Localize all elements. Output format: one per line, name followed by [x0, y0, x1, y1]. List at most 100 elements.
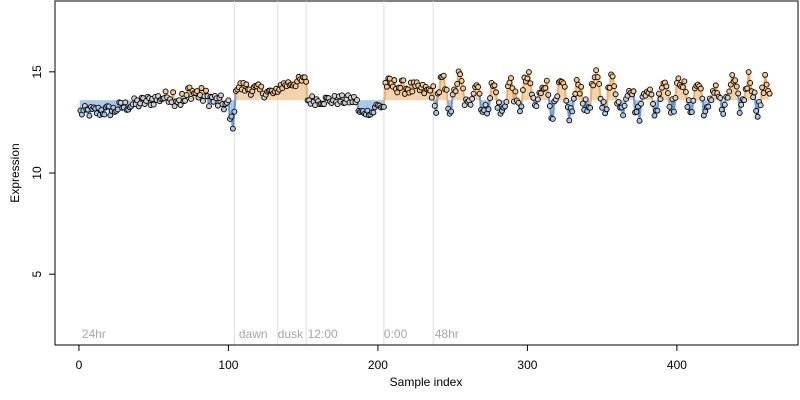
- data-point: [397, 85, 404, 91]
- data-point: [654, 107, 661, 114]
- data-point: [651, 112, 658, 119]
- data-point: [467, 101, 474, 108]
- data-points: [77, 67, 773, 132]
- data-point: [650, 101, 656, 107]
- data-point: [754, 113, 761, 120]
- data-point: [469, 95, 476, 102]
- data-point: [122, 99, 129, 106]
- data-point: [638, 100, 644, 107]
- data-point: [476, 90, 483, 97]
- data-point: [186, 84, 193, 91]
- data-point: [733, 83, 740, 90]
- y-tick-label: 15: [30, 65, 44, 79]
- data-point: [231, 108, 238, 115]
- data-point: [440, 72, 447, 79]
- data-point: [515, 99, 522, 106]
- data-point: [712, 82, 719, 89]
- data-point: [590, 82, 597, 89]
- data-point: [512, 88, 519, 95]
- data-point: [664, 90, 671, 97]
- data-point: [243, 81, 250, 88]
- data-point: [705, 103, 712, 110]
- data-point: [724, 94, 731, 101]
- data-point: [736, 109, 743, 116]
- data-point: [431, 102, 438, 109]
- data-point: [688, 109, 695, 116]
- data-point: [735, 90, 742, 97]
- data-point: [630, 88, 637, 95]
- data-point: [760, 90, 767, 97]
- data-point: [657, 96, 664, 103]
- data-point: [566, 117, 573, 124]
- data-point: [717, 94, 724, 101]
- data-point: [482, 101, 489, 108]
- data-point: [86, 112, 93, 119]
- data-point: [759, 84, 766, 91]
- data-point: [679, 84, 686, 91]
- data-point: [443, 86, 450, 93]
- data-point: [672, 94, 679, 101]
- data-point: [475, 84, 482, 90]
- data-point: [569, 108, 576, 115]
- data-point: [636, 117, 643, 124]
- annotation-label: 0:00: [384, 327, 408, 341]
- data-point: [726, 88, 733, 95]
- data-point: [524, 75, 531, 82]
- x-tick-label: 0: [76, 358, 83, 372]
- data-point: [460, 85, 467, 92]
- data-point: [258, 83, 265, 90]
- data-point: [594, 74, 601, 81]
- data-point: [582, 96, 589, 103]
- data-point: [545, 91, 552, 98]
- data-point: [573, 76, 580, 83]
- data-point: [648, 91, 655, 98]
- data-point: [448, 108, 455, 115]
- data-point: [753, 107, 760, 114]
- data-point: [433, 109, 440, 116]
- x-axis-label: Sample index: [390, 375, 463, 389]
- y-tick-label: 10: [30, 166, 44, 180]
- annotation-label: 24hr: [82, 327, 106, 341]
- y-axis-label: Expression: [8, 143, 22, 202]
- data-point: [519, 87, 526, 93]
- data-point: [633, 108, 640, 115]
- data-point: [508, 75, 514, 82]
- data-point: [578, 83, 585, 90]
- data-point: [611, 83, 618, 90]
- data-point: [457, 71, 464, 78]
- data-point: [485, 106, 492, 113]
- annotation-label: dawn: [239, 327, 268, 341]
- data-point: [554, 93, 561, 100]
- data-point: [615, 99, 622, 105]
- data-point: [194, 88, 200, 95]
- annotations: 24hr dawn dusk 12:00 0:00 48hr: [82, 327, 459, 341]
- data-point: [421, 90, 428, 97]
- data-point: [738, 101, 745, 108]
- data-point: [339, 92, 345, 99]
- data-point: [491, 82, 498, 89]
- data-point: [303, 78, 310, 85]
- data-point: [494, 104, 501, 111]
- plot-frame: [54, 0, 799, 346]
- data-point: [542, 85, 549, 91]
- data-point: [217, 92, 224, 99]
- data-point: [182, 97, 189, 104]
- x-tick-label: 200: [368, 358, 388, 372]
- data-point: [721, 101, 728, 108]
- data-point: [549, 116, 556, 122]
- annotation-label: 12:00: [308, 327, 338, 341]
- data-point: [394, 89, 401, 96]
- data-point: [400, 77, 407, 84]
- data-point: [690, 97, 697, 104]
- data-point: [177, 102, 184, 108]
- data-point: [603, 106, 610, 113]
- data-point: [533, 103, 540, 110]
- data-point: [496, 99, 502, 106]
- data-point: [525, 69, 532, 75]
- data-point: [518, 103, 525, 110]
- data-point: [681, 78, 688, 85]
- data-point: [228, 113, 235, 120]
- data-point: [487, 95, 493, 102]
- data-point: [370, 109, 377, 116]
- data-point: [745, 69, 752, 75]
